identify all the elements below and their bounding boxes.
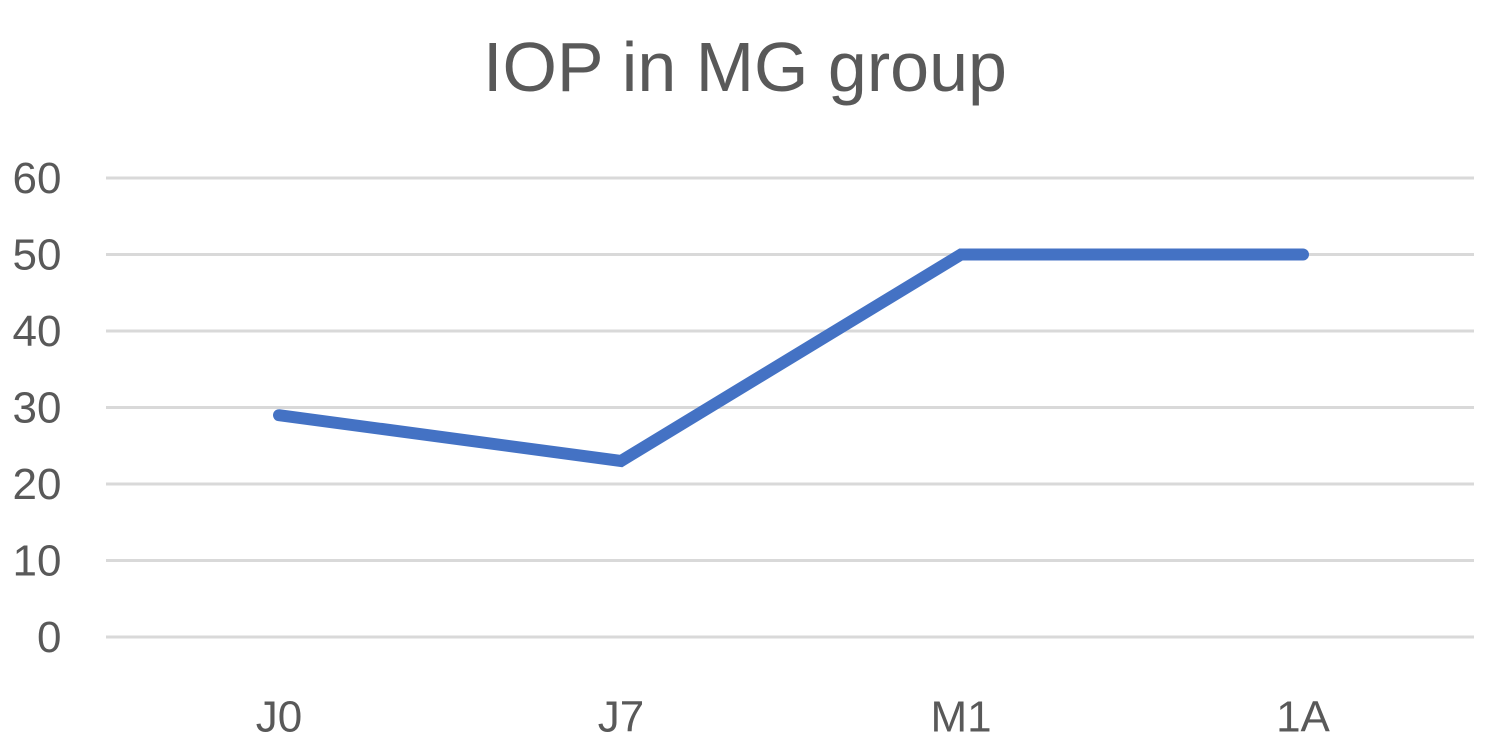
svg-text:10: 10 — [13, 537, 62, 586]
svg-text:IOP in MG group: IOP in MG group — [483, 28, 1007, 106]
svg-text:60: 60 — [13, 154, 62, 203]
svg-text:J0: J0 — [256, 693, 302, 742]
svg-text:40: 40 — [13, 307, 62, 356]
svg-text:0: 0 — [37, 613, 61, 662]
svg-text:1A: 1A — [1276, 693, 1330, 742]
svg-text:50: 50 — [13, 231, 62, 280]
svg-text:J7: J7 — [598, 693, 644, 742]
svg-text:20: 20 — [13, 460, 62, 509]
svg-text:30: 30 — [13, 384, 62, 433]
svg-text:M1: M1 — [930, 693, 991, 742]
